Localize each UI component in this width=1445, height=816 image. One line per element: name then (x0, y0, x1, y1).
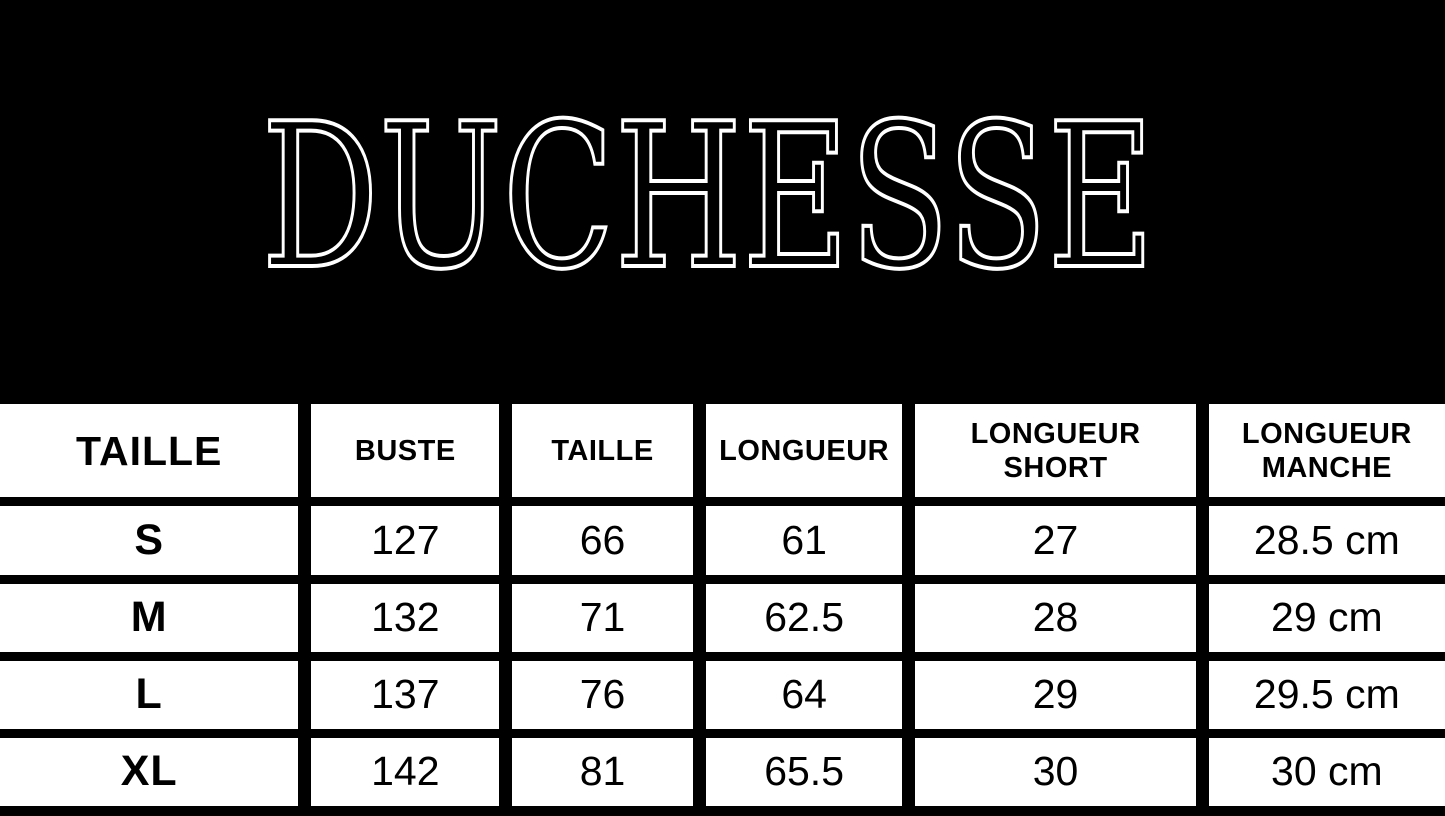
header-taille: TAILLE (0, 398, 312, 507)
row-m-taille-cell: 71 (499, 574, 706, 661)
header-row: TAILLE BUSTE TAILLE LONGUEUR LONGUEUR SH… (0, 398, 1445, 507)
row-s-taille-cell: 66 (499, 497, 706, 584)
row-m-longueur-cell: 62.5 (692, 574, 916, 661)
table-row-m: M 132 71 62.5 28 29 cm (0, 574, 1445, 661)
table-row-s: S 127 66 61 27 28.5 cm (0, 497, 1445, 584)
header-longueur-short: LONGUEUR SHORT (902, 398, 1209, 507)
row-s-longueur-cell: 61 (692, 497, 916, 584)
row-l-buste-cell: 137 (298, 651, 513, 738)
row-xl-buste-cell: 142 (298, 728, 513, 816)
row-xl-taille-cell: 81 (499, 728, 706, 816)
row-l-longueur-cell: 64 (692, 651, 916, 738)
row-m-longueur-short-cell: 28 (902, 574, 1209, 661)
header-taille-2: TAILLE (499, 398, 706, 507)
table-row-l: L 137 76 64 29 29.5 cm (0, 651, 1445, 738)
row-m-longueur-manche-cell: 29 cm (1195, 574, 1445, 661)
row-l-longueur-short-cell: 29 (902, 651, 1209, 738)
row-l-size-cell: L (0, 651, 312, 738)
row-s-size-cell: S (0, 497, 312, 584)
row-xl-longueur-short-cell: 30 (902, 728, 1209, 816)
header-longueur-manche: LONGUEUR MANCHE (1195, 398, 1445, 507)
brand-title-svg: DUCHESSE (260, 79, 1157, 316)
row-l-longueur-manche-cell: 29.5 cm (1195, 651, 1445, 738)
brand-title: DUCHESSE (262, 81, 1155, 314)
header-buste: BUSTE (298, 398, 513, 507)
row-m-size-cell: M (0, 574, 312, 661)
row-m-buste-cell: 132 (298, 574, 513, 661)
table-row-xl: XL 142 81 65.5 30 30 cm (0, 728, 1445, 816)
row-s-buste-cell: 127 (298, 497, 513, 584)
header-longueur: LONGUEUR (692, 398, 916, 507)
brand-banner: DUCHESSE (0, 0, 1445, 398)
row-xl-size-cell: XL (0, 728, 312, 816)
row-xl-longueur-manche-cell: 30 cm (1195, 728, 1445, 816)
row-l-taille-cell: 76 (499, 651, 706, 738)
row-xl-longueur-cell: 65.5 (692, 728, 916, 816)
size-chart-table: TAILLE BUSTE TAILLE LONGUEUR LONGUEUR SH… (0, 398, 1445, 816)
row-s-longueur-short-cell: 27 (902, 497, 1209, 584)
row-s-longueur-manche-cell: 28.5 cm (1195, 497, 1445, 584)
